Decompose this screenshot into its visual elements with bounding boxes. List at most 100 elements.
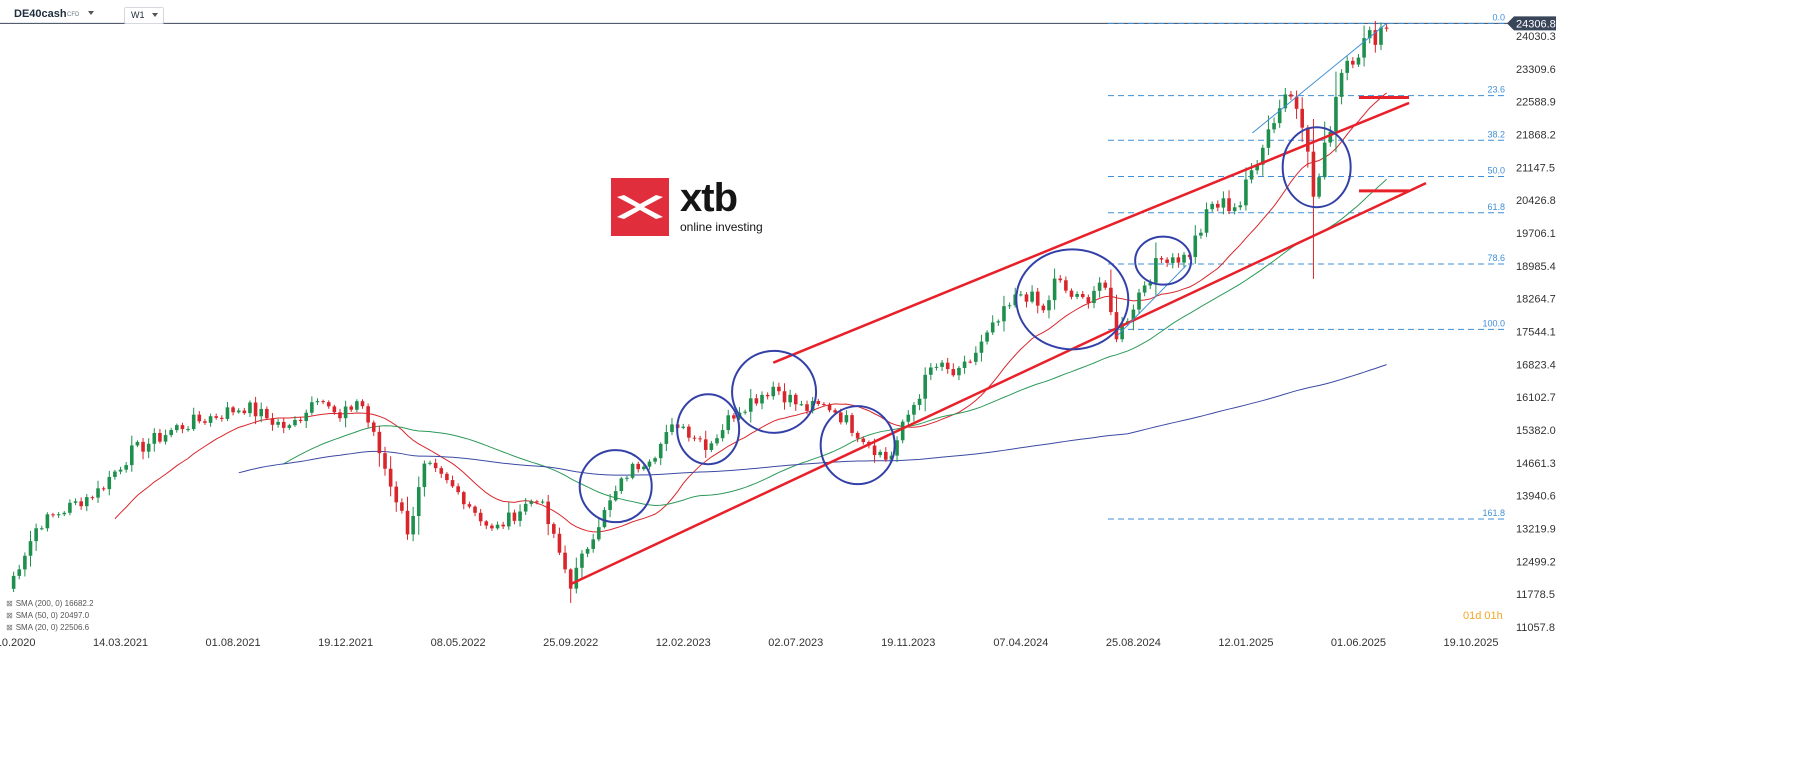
candle-body[interactable] [838,412,843,423]
candle-body[interactable] [1148,282,1153,286]
symbol-name[interactable]: DE40cash [14,8,67,20]
sma-200-line[interactable] [238,364,1387,476]
candle-body[interactable] [1086,297,1091,304]
candle-body[interactable] [591,539,595,549]
candle-body[interactable] [715,438,719,444]
candle-body[interactable] [45,514,50,529]
candle-body[interactable] [1092,290,1096,304]
candle-body[interactable] [889,455,894,460]
candle-body[interactable] [1142,285,1147,293]
sma-20-line[interactable] [114,92,1387,533]
sma-50-line[interactable] [283,178,1387,506]
candle-body[interactable] [619,478,624,492]
candle-body[interactable] [68,502,72,513]
candle-body[interactable] [546,501,550,525]
candle-body[interactable] [377,431,382,454]
candle-body[interactable] [613,491,618,501]
candle-body[interactable] [844,415,849,423]
candle-body[interactable] [175,425,179,431]
candle-body[interactable] [270,418,275,425]
candle-body[interactable] [574,567,579,589]
candle-body[interactable] [1238,205,1243,208]
candle-body[interactable] [1030,291,1034,302]
candle-body[interactable] [664,432,669,444]
candle-body[interactable] [917,398,922,405]
candle-body[interactable] [540,501,545,503]
candle-body[interactable] [124,465,128,470]
candle-body[interactable] [1193,235,1198,257]
candle-body[interactable] [242,410,247,414]
candle-body[interactable] [912,404,916,415]
candle-body[interactable] [990,322,995,333]
candle-body[interactable] [1204,209,1209,233]
candle-body[interactable] [34,528,38,542]
candle-body[interactable] [968,361,973,363]
candle-body[interactable] [1210,203,1214,210]
candle-body[interactable] [214,416,218,418]
candle-body[interactable] [1227,198,1231,212]
candle-body[interactable] [298,419,303,422]
candle-body[interactable] [355,401,359,410]
candle-body[interactable] [512,512,517,521]
candle-body[interactable] [473,506,477,513]
candle-body[interactable] [17,569,22,576]
trend-channel-line[interactable] [570,182,1427,586]
candle-body[interactable] [895,440,899,456]
candle-body[interactable] [1052,278,1057,301]
candle-body[interactable] [439,468,444,474]
candle-body[interactable] [945,362,950,370]
price-chart[interactable]: 0.0 23.6 38.2 50.0 61.8 78.6 100.0 161.8 24030.… [0,0,1568,651]
candle-body[interactable] [287,425,292,428]
candle-body[interactable] [653,458,657,462]
candle-body[interactable] [1069,290,1074,297]
candle-body[interactable] [709,443,714,450]
candle-body[interactable] [833,410,837,413]
candle-body[interactable] [1131,309,1136,322]
candle-body[interactable] [1154,258,1158,283]
candle-body[interactable] [411,515,415,535]
highlight-circle[interactable] [578,449,653,524]
candle-body[interactable] [1080,293,1085,298]
candle-body[interactable] [293,419,297,426]
candle-body[interactable] [698,438,702,440]
candle-body[interactable] [1182,254,1186,263]
candle-body[interactable] [56,514,61,516]
candle-body[interactable] [1035,291,1040,306]
candle-body[interactable] [1007,305,1012,307]
candle-body[interactable] [934,366,939,368]
candle-body[interactable] [338,412,342,419]
candle-body[interactable] [985,332,989,342]
candle-body[interactable] [1232,207,1237,212]
candle-body[interactable] [478,512,483,522]
candle-body[interactable] [782,391,787,403]
symbol-dropdown-icon[interactable] [88,11,94,15]
eye-off-icon[interactable]: ⊠ [6,599,13,608]
candle-body[interactable] [523,503,528,512]
candle-body[interactable] [220,417,224,419]
candle-body[interactable] [929,367,933,375]
candle-body[interactable] [141,441,145,452]
candle-body[interactable] [321,401,325,403]
candle-body[interactable] [602,509,607,528]
candle-body[interactable] [180,425,185,430]
candle-body[interactable] [855,432,860,439]
candle-body[interactable] [39,528,44,530]
candle-body[interactable] [1311,151,1316,197]
candle-body[interactable] [450,480,455,487]
candle-body[interactable] [73,501,78,503]
candle-body[interactable] [1064,280,1068,291]
candle-body[interactable] [1215,203,1220,208]
candle-body[interactable] [529,501,534,504]
highlight-circle[interactable] [676,393,741,466]
eye-off-icon[interactable]: ⊠ [6,611,13,620]
candle-body[interactable] [979,341,984,353]
candle-body[interactable] [107,476,112,490]
candle-body[interactable] [332,406,337,413]
candle-body[interactable] [799,404,804,406]
candle-body[interactable] [343,406,348,419]
candle-body[interactable] [658,443,663,459]
candle-body[interactable] [974,352,978,362]
legend-item[interactable]: ⊠ SMA (20, 0) 22506.6 [6,622,94,634]
candle-body[interactable] [878,451,882,456]
candle-body[interactable] [760,394,764,404]
